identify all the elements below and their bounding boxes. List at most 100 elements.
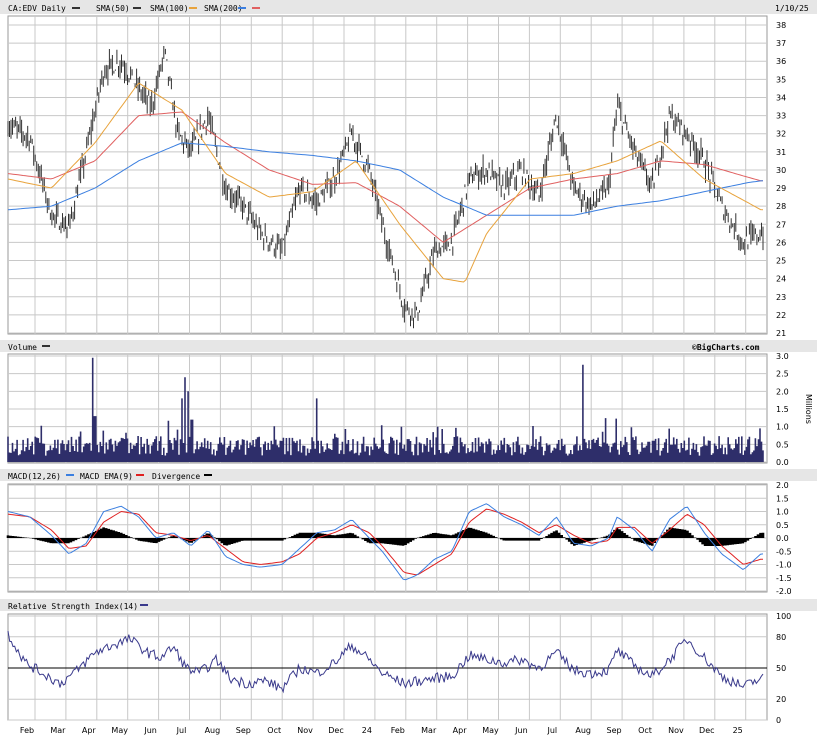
month-label: 24	[362, 726, 372, 735]
price-tick-label: 38	[776, 21, 786, 30]
macd-tick-label: 1.0	[776, 508, 789, 517]
volume-swatch	[42, 345, 50, 347]
macd-label: MACD(12,26)	[8, 472, 61, 481]
price-y-axis: 21 22 23 24 25 26 27 28 29 30 31 32 33 34 35 36 37 38	[776, 21, 786, 338]
price-header: CA:EDV Daily SMA(50) SMA(100) SMA(200) 1…	[0, 0, 817, 14]
macd-tick-label: -2.0	[776, 587, 792, 596]
divergence-label: Divergence	[152, 472, 200, 481]
legend-sma200-label: SMA(200)	[204, 4, 243, 13]
legend-sma100-label: SMA(100)	[150, 4, 189, 13]
price-tick-label: 22	[776, 311, 786, 320]
legend-sma50-swatch	[133, 7, 141, 9]
month-label: Apr	[82, 726, 97, 735]
rsi-line	[7, 630, 764, 694]
month-label: Nov	[668, 726, 684, 735]
macd-tick-label: 0.0	[776, 534, 789, 543]
month-label: Oct	[267, 726, 281, 735]
volume-title: Volume	[8, 343, 37, 352]
macd-swatch	[66, 474, 74, 476]
month-label: Dec	[328, 726, 343, 735]
chart-date: 1/10/25	[775, 4, 809, 13]
volume-tick-label: 2.0	[776, 387, 789, 396]
month-label: May	[111, 726, 128, 735]
rsi-tick-label: 0	[776, 716, 781, 725]
price-tick-label: 23	[776, 293, 786, 302]
rsi-swatch	[140, 604, 148, 606]
rsi-header-bar	[0, 599, 817, 611]
month-label: Jul	[176, 726, 187, 735]
price-tick-label: 37	[776, 39, 786, 48]
symbol-swatch	[72, 7, 80, 9]
month-label: 25	[733, 726, 743, 735]
rsi-y-axis: 0 20 50 80 100	[776, 612, 791, 725]
month-label: Sep	[607, 726, 622, 735]
month-label: Aug	[575, 726, 591, 735]
month-label: Aug	[205, 726, 221, 735]
volume-y-axis: 0.0 0.5 1.0 1.5 2.0 2.5 3.0	[776, 352, 789, 467]
macd-tick-label: 2.0	[776, 481, 789, 490]
price-bars	[7, 46, 764, 329]
volume-tick-label: 3.0	[776, 352, 789, 361]
x-axis-months: Feb Mar Apr May Jun Jul Aug Sep Oct Nov Dec 24 Feb Ma…	[20, 726, 743, 735]
macd-y-axis: 2.0 1.5 1.0 0.5 0.0 -0.5 -1.0 -1.5 -2.0	[776, 481, 792, 596]
macd-tick-label: 0.5	[776, 521, 789, 530]
price-tick-label: 30	[776, 166, 786, 175]
legend-sma200-swatch	[238, 7, 246, 9]
volume-tick-label: 1.5	[776, 405, 789, 414]
price-tick-label: 24	[776, 275, 786, 284]
rsi-tick-label: 50	[776, 664, 786, 673]
price-tick-label: 28	[776, 202, 786, 211]
rsi-tick-label: 80	[776, 633, 786, 642]
sma100-line	[7, 142, 764, 216]
volume-header: Volume ©BigCharts.com	[0, 340, 817, 352]
macd-header: MACD(12,26) MACD EMA(9) Divergence	[0, 469, 817, 481]
month-label: Sep	[236, 726, 251, 735]
macd-line	[7, 503, 764, 581]
credit-label: ©BigCharts.com	[692, 342, 760, 352]
price-tick-label: 32	[776, 130, 786, 139]
legend-sma100-swatch	[189, 7, 197, 9]
volume-tick-label: 2.5	[776, 370, 789, 379]
price-tick-label: 36	[776, 57, 786, 66]
rsi-tick-label: 20	[776, 695, 786, 704]
price-tick-label: 25	[776, 257, 786, 266]
symbol-title: CA:EDV Daily	[8, 4, 66, 13]
price-tick-label: 33	[776, 112, 786, 121]
macd-tick-label: 1.5	[776, 494, 789, 503]
month-label: Mar	[421, 726, 437, 735]
month-label: Apr	[453, 726, 468, 735]
price-tick-label: 35	[776, 75, 786, 84]
macd-header-bar	[0, 469, 817, 481]
macd-ema-swatch	[136, 474, 144, 476]
volume-tick-label: 0.0	[776, 458, 789, 467]
sma200-line	[7, 111, 764, 243]
month-label: Jul	[546, 726, 557, 735]
price-tick-label: 31	[776, 148, 786, 157]
price-tick-label: 27	[776, 220, 786, 229]
legend-sma50-label: SMA(50)	[96, 4, 130, 13]
month-label: Dec	[699, 726, 714, 735]
month-label: Feb	[20, 726, 34, 735]
month-label: May	[482, 726, 499, 735]
price-tick-label: 26	[776, 238, 786, 247]
price-panel-frame	[7, 15, 768, 335]
month-label: Oct	[638, 726, 652, 735]
month-label: Jun	[514, 726, 528, 735]
volume-tick-label: 0.5	[776, 440, 789, 449]
volume-header-bar	[0, 340, 817, 352]
price-ohlc-bars	[7, 46, 764, 329]
legend-red-swatch	[252, 7, 260, 9]
macd-tick-label: -1.0	[776, 561, 792, 570]
rsi-title: Relative Strength Index(14)	[8, 602, 138, 611]
month-label: Feb	[391, 726, 405, 735]
rsi-tick-label: 100	[776, 612, 791, 621]
macd-ema-label: MACD EMA(9)	[80, 472, 133, 481]
month-label: Mar	[50, 726, 66, 735]
sma50-line	[7, 82, 764, 283]
divergence-swatch	[204, 474, 212, 476]
price-tick-label: 21	[776, 329, 786, 338]
month-label: Nov	[297, 726, 313, 735]
header-bar	[0, 0, 817, 14]
